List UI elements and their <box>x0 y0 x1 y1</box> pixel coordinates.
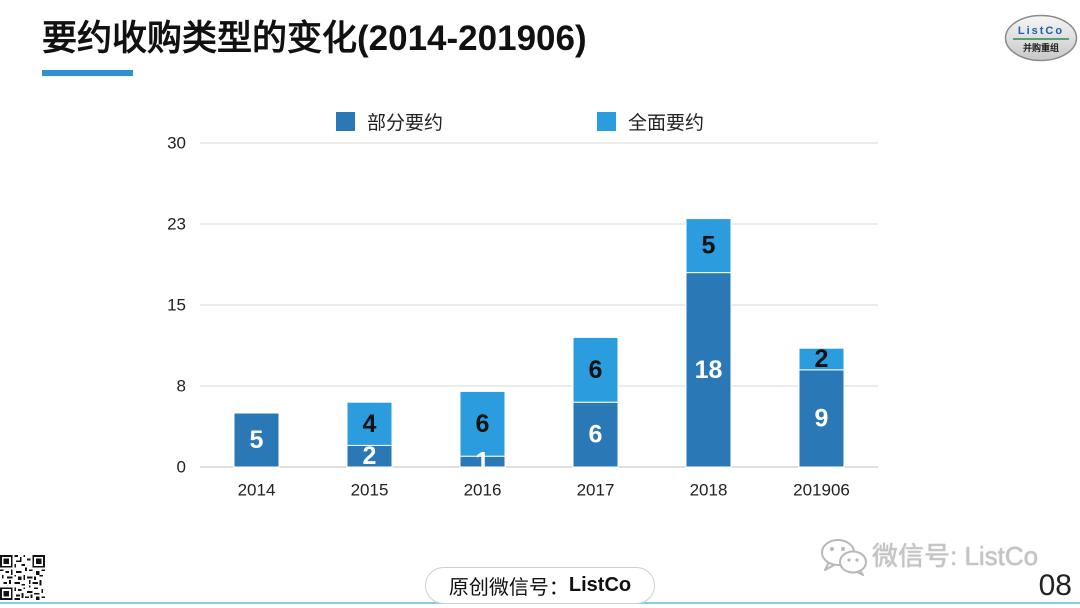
y-tick-label: 23 <box>167 215 186 234</box>
title-underline <box>42 70 133 76</box>
data-label-full-offer-2017: 6 <box>589 356 603 384</box>
x-tick-label: 2017 <box>577 481 615 500</box>
logo-subtitle: 并购重组 <box>1023 42 1059 53</box>
y-tick-label: 0 <box>177 458 186 477</box>
slide-title: 要约收购类型的变化(2014-201906) <box>42 19 587 58</box>
y-tick-label: 15 <box>167 296 186 315</box>
data-label-partial-offer-2014: 5 <box>250 426 264 454</box>
data-label-full-offer-2016: 6 <box>476 410 490 438</box>
legend-item-partial-offer: 部分要约 <box>336 110 444 134</box>
data-label-partial-offer-201906: 9 <box>815 404 829 432</box>
legend-item-full-offer: 全面要约 <box>597 110 705 134</box>
legend-swatch-full-offer <box>597 111 616 131</box>
data-label-partial-offer-2017: 6 <box>589 421 603 449</box>
bar-segment-partial-offer-2017 <box>572 401 619 468</box>
legend-label-partial-offer: 部分要约 <box>367 112 444 134</box>
x-tick-label: 201906 <box>793 481 850 500</box>
stacked-bar-chart: 0 8 15 23 30 2014 2015 2016 2017 2018 201906 5 2 4 1 6 6… <box>167 134 878 500</box>
legend-swatch-partial-offer <box>336 111 355 131</box>
y-tick-label: 8 <box>177 377 186 396</box>
badge-account-name: ListCo <box>568 574 632 596</box>
wechat-icon <box>821 539 867 576</box>
bar-segment-partial-offer-2018 <box>685 272 732 468</box>
x-tick-label: 2016 <box>464 481 502 500</box>
data-label-partial-offer-2015: 2 <box>363 442 377 470</box>
x-tick-label: 2015 <box>351 481 389 500</box>
data-label-full-offer-201906: 2 <box>815 345 829 373</box>
listco-logo: ListCo 并购重组 <box>1004 14 1078 62</box>
bar-segment-full-offer-2017 <box>572 336 619 403</box>
bar-segment-full-offer-2015 <box>346 401 393 446</box>
data-label-full-offer-2018: 5 <box>702 232 716 260</box>
wechat-watermark: 微信号: ListCo <box>872 541 1039 571</box>
qr-code-icon <box>0 555 45 600</box>
logo-name: ListCo <box>1018 25 1064 37</box>
bar-segment-partial-offer-201906 <box>798 369 845 468</box>
data-label-partial-offer-2016: 1 <box>476 448 490 476</box>
bar-segment-partial-offer-2014 <box>233 412 280 468</box>
x-tick-label: 2018 <box>690 481 728 500</box>
bar-segment-full-offer-201906 <box>798 347 845 371</box>
x-tick-label: 2014 <box>238 481 276 500</box>
data-label-full-offer-2015: 4 <box>363 410 377 438</box>
wechat-account-badge: 原创微信号： ListCo <box>425 567 655 604</box>
badge-prefix: 原创微信号： <box>448 577 569 599</box>
data-label-partial-offer-2018: 18 <box>695 356 723 384</box>
bar-segment-full-offer-2018 <box>685 218 732 274</box>
legend-label-full-offer: 全面要约 <box>628 112 705 134</box>
bar-segment-full-offer-2016 <box>459 390 506 457</box>
page-number: 08 <box>1038 569 1072 602</box>
y-tick-label: 30 <box>167 134 186 153</box>
